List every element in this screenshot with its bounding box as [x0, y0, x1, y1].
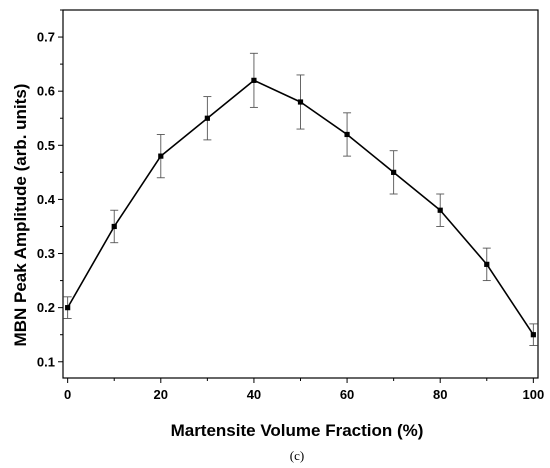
y-tick-label: 0.4 — [37, 192, 56, 207]
figure-caption: (c) — [290, 448, 304, 463]
data-point — [251, 77, 257, 83]
data-point — [65, 305, 71, 311]
y-axis: 0.1 0.2 0.3 0.4 0.5 0.6 0.7 — [37, 9, 63, 369]
x-tick-label: 80 — [433, 387, 447, 402]
x-tick-label: 60 — [340, 387, 354, 402]
x-tick-label: 20 — [154, 387, 168, 402]
x-tick-label: 100 — [522, 387, 544, 402]
data-point — [111, 223, 117, 230]
x-axis-title: Martensite Volume Fraction (%) — [171, 421, 424, 440]
y-tick-label: 0.2 — [37, 300, 55, 315]
data-point — [158, 153, 164, 159]
data-point — [530, 332, 536, 338]
error-bars — [63, 52, 538, 346]
data-point — [297, 99, 304, 105]
y-tick-label: 0.3 — [37, 246, 55, 261]
x-axis: 0 20 40 60 80 100 — [64, 378, 544, 402]
data-point — [344, 131, 350, 138]
x-tick-label: 40 — [247, 387, 261, 402]
data-point — [437, 207, 443, 213]
data-point — [204, 115, 210, 121]
data-point — [484, 261, 490, 267]
plot-frame — [62, 9, 539, 379]
y-tick-label: 0.5 — [37, 138, 55, 153]
data-point — [391, 169, 397, 175]
x-tick-label: 0 — [64, 387, 71, 402]
y-tick-label: 0.7 — [37, 30, 55, 45]
plot-border — [62, 9, 539, 379]
data-markers — [65, 77, 536, 338]
y-tick-label: 0.1 — [37, 354, 55, 369]
y-axis-title: MBN Peak Amplitude (arb. units) — [11, 84, 30, 347]
y-tick-label: 0.6 — [37, 84, 55, 99]
